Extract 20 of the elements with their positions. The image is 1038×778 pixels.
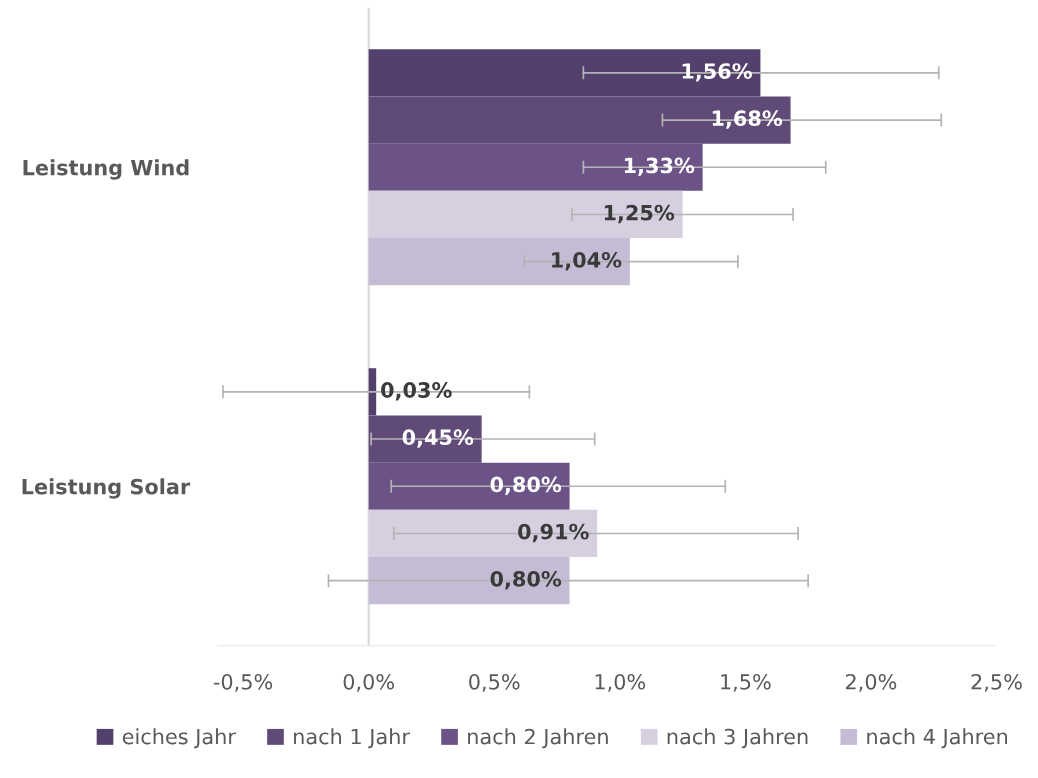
data-label: 1,25% <box>604 204 675 224</box>
x-tick-label: 2,5% <box>971 673 1022 692</box>
legend-label: nach 3 Jahren <box>667 728 808 749</box>
legend-label: nach 1 Jahr <box>294 728 410 749</box>
data-label: 0,03% <box>381 382 452 401</box>
y-tick-label: Leistung Wind <box>23 159 189 180</box>
legend-label: nach 2 Jahren <box>468 728 608 749</box>
data-label: 1,04% <box>552 251 622 271</box>
legend-label: nach 4 Jahren <box>867 728 1008 749</box>
data-label: 0,91% <box>518 523 589 543</box>
x-tick-label: 0,5% <box>469 673 520 692</box>
legend-label: eiches Jahr <box>122 728 236 749</box>
data-label: 0,80% <box>490 570 562 590</box>
x-tick-label: 2,0% <box>845 673 897 692</box>
x-tick-label: 1,0% <box>595 673 646 692</box>
x-tick-label: -0,5% <box>213 673 273 692</box>
x-tick-label: 1,5% <box>721 673 771 692</box>
y-tick-label: Leistung Solar <box>22 478 191 499</box>
data-label: 0,45% <box>402 429 474 448</box>
x-tick-label: 0,0% <box>343 673 394 692</box>
